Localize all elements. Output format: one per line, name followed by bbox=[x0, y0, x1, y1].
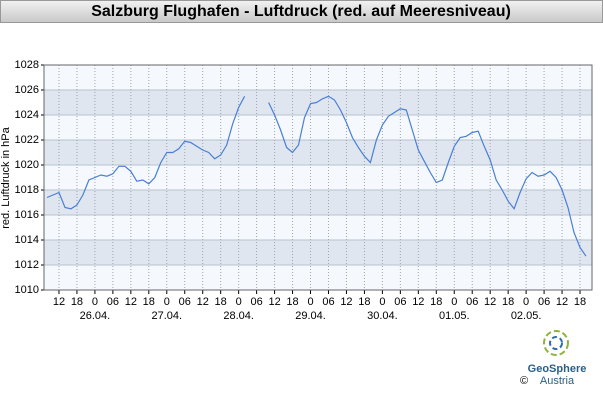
x-tick-label: 12 bbox=[53, 296, 65, 308]
x-tick-label: 06 bbox=[322, 296, 334, 308]
y-tick-label: 1026 bbox=[15, 84, 39, 96]
plot-border bbox=[43, 64, 593, 291]
x-tick-label: 0 bbox=[164, 296, 170, 308]
x-tick-label: 12 bbox=[412, 296, 424, 308]
band bbox=[44, 140, 592, 165]
y-tick-label: 1016 bbox=[15, 209, 39, 221]
y-tick-label: 1020 bbox=[15, 159, 39, 171]
x-tick-label: 0 bbox=[236, 296, 242, 308]
y-tick-label: 1024 bbox=[15, 109, 39, 121]
x-tick-label: 18 bbox=[574, 296, 586, 308]
x-tick-label: 0 bbox=[523, 296, 529, 308]
x-tick-label: 0 bbox=[92, 296, 98, 308]
x-tick-label: 12 bbox=[268, 296, 280, 308]
date-label: 29.04. bbox=[295, 310, 326, 322]
x-tick-label: 12 bbox=[556, 296, 568, 308]
band bbox=[44, 90, 592, 115]
chart-title: Salzburg Flughafen - Luftdruck (red. auf… bbox=[91, 3, 511, 20]
logo-subtext: Austria bbox=[540, 375, 575, 387]
y-tick-label: 1014 bbox=[15, 234, 39, 246]
date-label: 27.04. bbox=[151, 310, 182, 322]
y-tick-label: 1010 bbox=[15, 284, 39, 296]
y-tick-label: 1018 bbox=[15, 184, 39, 196]
date-label: 30.04. bbox=[367, 310, 398, 322]
y-tick-label: 1028 bbox=[15, 59, 39, 71]
x-tick-label: 06 bbox=[250, 296, 262, 308]
x-tick-label: 0 bbox=[379, 296, 385, 308]
plot-background bbox=[44, 65, 592, 290]
x-tick-label: 12 bbox=[125, 296, 137, 308]
x-tick-label: 12 bbox=[484, 296, 496, 308]
copyright: © bbox=[520, 375, 528, 387]
x-tick-label: 12 bbox=[340, 296, 352, 308]
x-tick-label: 18 bbox=[143, 296, 155, 308]
logo-text: GeoSphere bbox=[528, 363, 587, 375]
x-tick-label: 0 bbox=[451, 296, 457, 308]
logo-core bbox=[549, 336, 563, 350]
x-tick-label: 0 bbox=[307, 296, 313, 308]
x-tick-label: 18 bbox=[430, 296, 442, 308]
logo-ring bbox=[543, 330, 569, 356]
x-tick-label: 18 bbox=[502, 296, 514, 308]
y-tick-label: 1022 bbox=[15, 134, 39, 146]
x-tick-label: 12 bbox=[197, 296, 209, 308]
data-line bbox=[46, 95, 587, 257]
date-label: 26.04. bbox=[80, 310, 111, 322]
x-tick-label: 06 bbox=[179, 296, 191, 308]
band bbox=[44, 240, 592, 265]
x-tick-label: 18 bbox=[286, 296, 298, 308]
y-axis-label: red. Luftdruck in hPa bbox=[0, 126, 12, 228]
date-label: 01.05. bbox=[439, 310, 470, 322]
date-label: 28.04. bbox=[223, 310, 254, 322]
x-tick-label: 18 bbox=[358, 296, 370, 308]
date-label: 02.05. bbox=[511, 310, 542, 322]
band bbox=[44, 190, 592, 215]
logo bbox=[543, 330, 569, 356]
x-tick-label: 06 bbox=[107, 296, 119, 308]
x-tick-label: 06 bbox=[466, 296, 478, 308]
x-tick-label: 06 bbox=[538, 296, 550, 308]
x-tick-label: 06 bbox=[394, 296, 406, 308]
x-tick-label: 18 bbox=[215, 296, 227, 308]
y-tick-label: 1012 bbox=[15, 259, 39, 271]
x-tick-label: 18 bbox=[71, 296, 83, 308]
